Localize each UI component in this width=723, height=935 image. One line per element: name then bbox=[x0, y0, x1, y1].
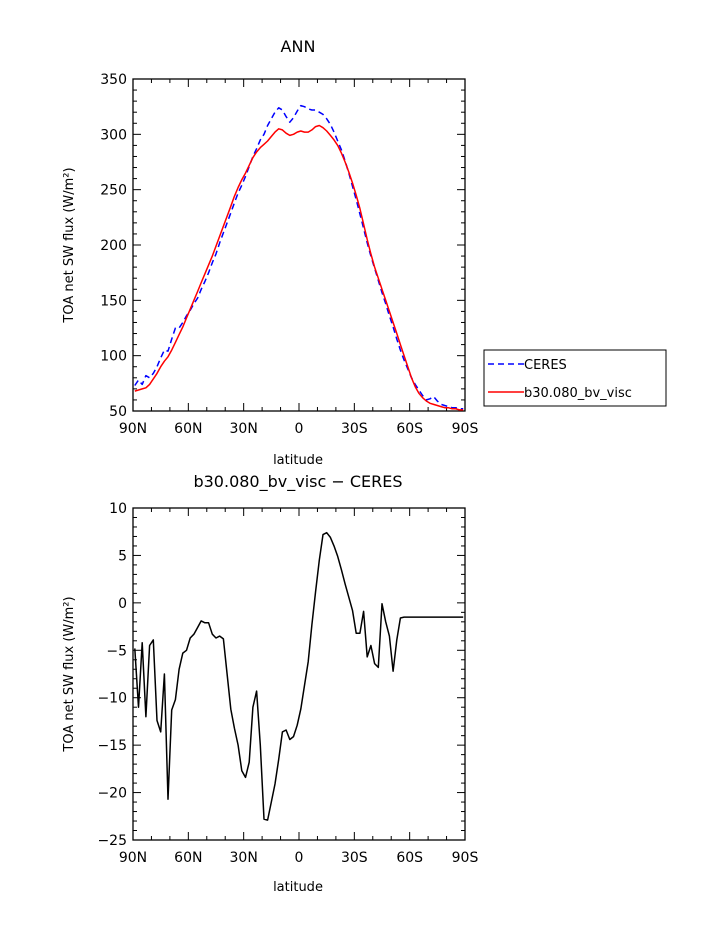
top-x-tick-label: 30S bbox=[341, 421, 368, 437]
bottom-y-tick-label: 10 bbox=[109, 501, 127, 517]
top-y-tick-label: 150 bbox=[100, 293, 127, 309]
legend-box bbox=[483, 349, 667, 407]
top-y-tick-label: 50 bbox=[109, 404, 127, 420]
bottom-y-tick-label: −5 bbox=[106, 643, 127, 659]
bottom-x-tick-label: 60N bbox=[174, 850, 202, 866]
top-y-tick-label: 200 bbox=[100, 238, 127, 254]
top-y-tick-label: 250 bbox=[100, 183, 127, 199]
bottom-series-lines bbox=[134, 531, 464, 821]
top-x-tick-label: 60S bbox=[396, 421, 423, 437]
bottom-x-tick-label: 60S bbox=[396, 850, 423, 866]
bottom-y-axis-title: TOA net SW flux (W/m²) bbox=[62, 596, 77, 752]
bottom-x-tick-label: 0 bbox=[295, 850, 304, 866]
top-ticks: 90N 60N 30N 0 30S 60S 90S 50 100 150 200 250 300 350 bbox=[100, 72, 478, 437]
bottom-x-tick-label: 90S bbox=[452, 850, 479, 866]
top-x-tick-label: 0 bbox=[295, 421, 304, 437]
bottom-x-tick-label: 90N bbox=[119, 850, 147, 866]
top-series-line-b30-080-bv-visc bbox=[134, 124, 464, 411]
bottom-x-axis-title: latitude bbox=[273, 880, 323, 895]
bottom-panel-title: b30.080_bv_visc − CERES bbox=[193, 472, 402, 492]
bottom-plot-frame bbox=[132, 507, 466, 841]
top-panel-title: ANN bbox=[281, 37, 316, 56]
top-x-tick-label: 90N bbox=[119, 421, 147, 437]
top-y-tick-label: 100 bbox=[100, 349, 127, 365]
top-x-tick-label: 90S bbox=[452, 421, 479, 437]
top-y-tick-label: 350 bbox=[100, 72, 127, 88]
bottom-y-tick-label: −10 bbox=[97, 691, 127, 707]
top-panel: ANN 90N 60N 30N 0 30S 60S 90S 50 100 150 200 250 300… bbox=[62, 37, 478, 468]
bottom-x-tick-label: 30S bbox=[341, 850, 368, 866]
bottom-y-tick-label: 0 bbox=[118, 596, 127, 612]
top-y-tick-label: 300 bbox=[100, 127, 127, 143]
bottom-y-tick-label: −20 bbox=[97, 786, 127, 802]
top-x-axis-title: latitude bbox=[273, 453, 323, 468]
top-x-tick-label: 30N bbox=[230, 421, 258, 437]
top-plot-frame bbox=[132, 78, 466, 412]
top-series-lines bbox=[134, 104, 464, 411]
legend: CERES b30.080_bv_visc bbox=[483, 349, 667, 407]
bottom-ticks: 90N 60N 30N 0 30S 60S 90S −25 −20 −15 −10 −5 0 5 10 bbox=[97, 501, 478, 866]
top-series-line-ceres bbox=[134, 104, 464, 410]
top-x-tick-label: 60N bbox=[174, 421, 202, 437]
top-y-axis-title: TOA net SW flux (W/m²) bbox=[62, 167, 77, 323]
bottom-y-tick-label: 5 bbox=[118, 548, 127, 564]
bottom-panel: b30.080_bv_visc − CERES 90N 60N 30N 0 30S 60S… bbox=[62, 472, 478, 895]
legend-label-b30: b30.080_bv_visc bbox=[524, 386, 632, 401]
legend-label-ceres: CERES bbox=[524, 358, 567, 373]
bottom-x-tick-label: 30N bbox=[230, 850, 258, 866]
bottom-series-line-difference bbox=[134, 531, 464, 821]
bottom-y-tick-label: −15 bbox=[97, 738, 127, 754]
bottom-y-tick-label: −25 bbox=[97, 833, 127, 849]
